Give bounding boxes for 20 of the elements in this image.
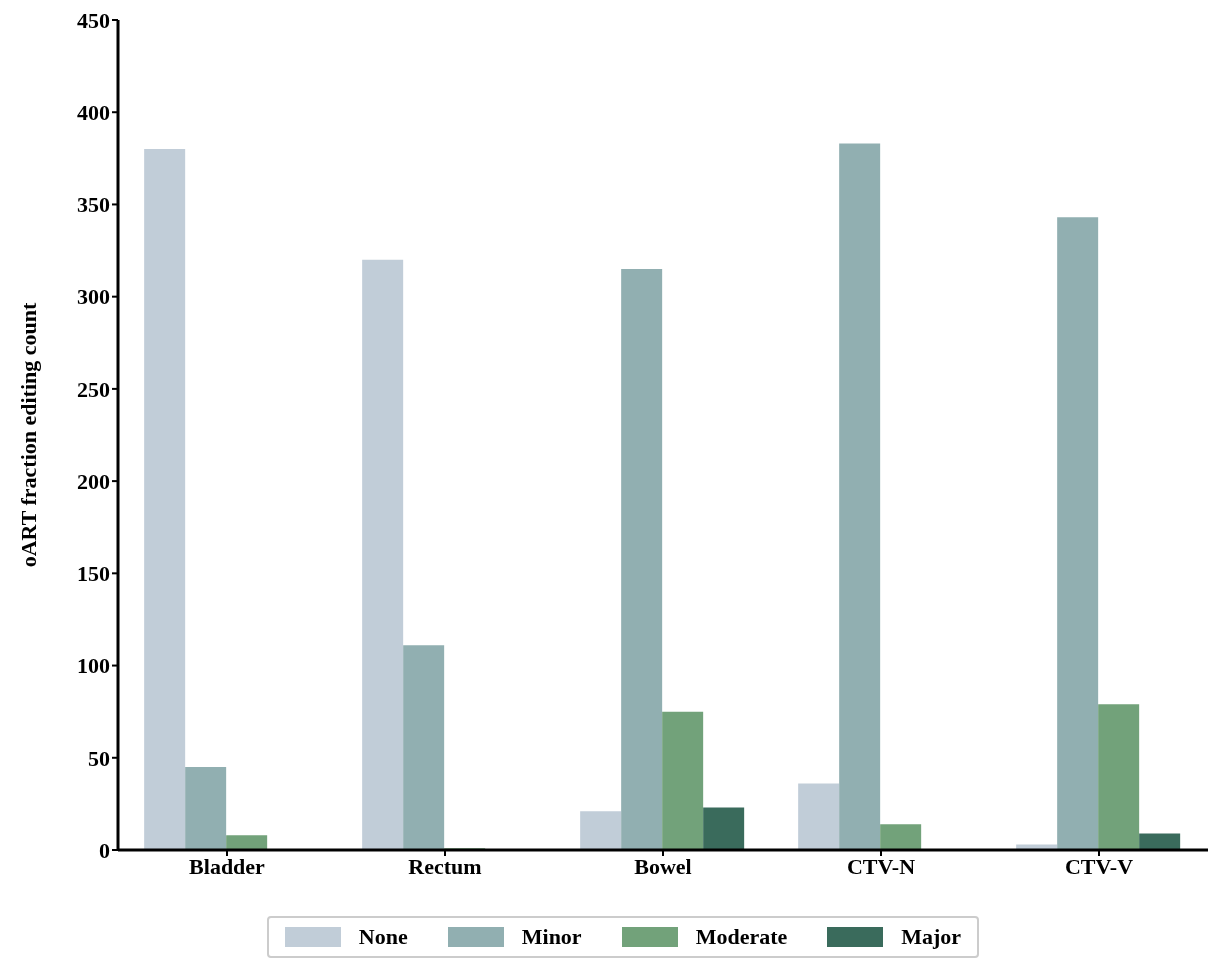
legend-label: None <box>358 924 408 950</box>
y-tick-label: 400 <box>77 100 110 126</box>
legend-label: Major <box>901 924 962 950</box>
x-tick-label: Bladder <box>189 853 266 879</box>
y-tick-label: 50 <box>88 745 110 771</box>
x-tick-label: Rectum <box>408 853 482 879</box>
x-tick-label: Bowel <box>634 853 692 879</box>
y-tick-label: 0 <box>99 837 110 863</box>
x-tick-label: CTV-N <box>846 853 916 879</box>
y-tick-label: 450 <box>77 7 110 33</box>
legend-label: Minor <box>521 924 582 950</box>
y-tick-label: 350 <box>77 192 110 218</box>
y-tick-label: 100 <box>77 653 110 679</box>
y-tick-label: 250 <box>77 376 110 402</box>
y-tick-label: 200 <box>77 468 110 494</box>
y-tick-label: 300 <box>77 284 110 310</box>
y-axis-title: oART fraction editing count <box>15 302 41 568</box>
legend-label: Moderate <box>695 924 788 950</box>
y-tick-label: 150 <box>77 561 110 587</box>
x-tick-label: CTV-V <box>1064 853 1134 879</box>
